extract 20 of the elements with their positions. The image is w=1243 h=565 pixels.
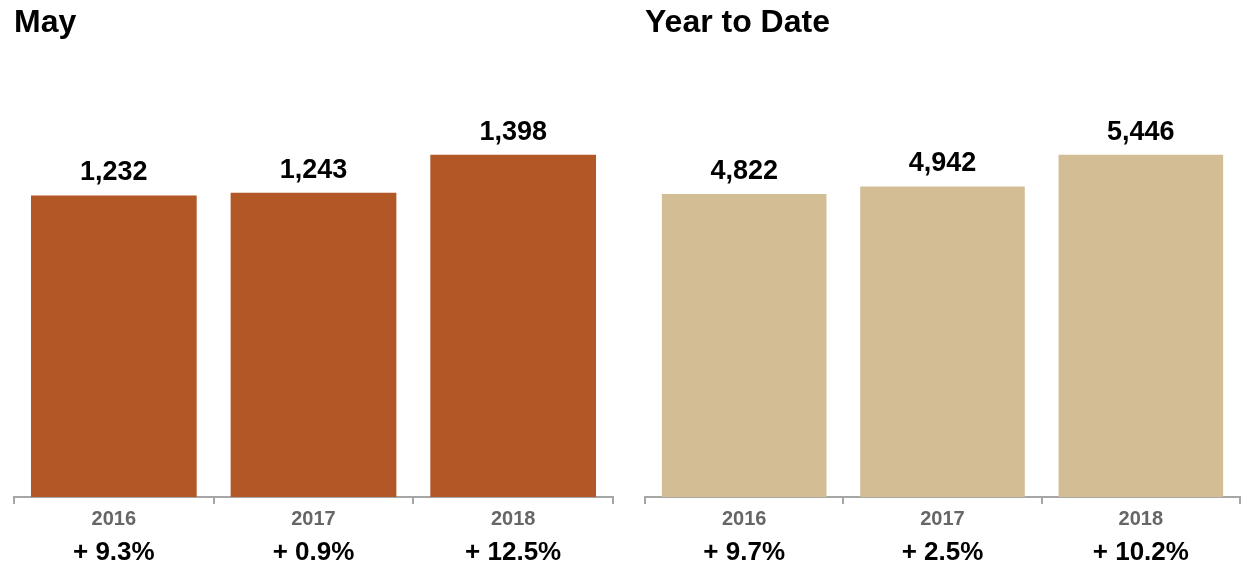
data-label: 5,446: [1107, 115, 1175, 146]
x-tick-label: 2017: [291, 506, 336, 529]
text: + 2.5%: [901, 536, 984, 565]
text: + 9.7%: [703, 536, 785, 565]
x-tick-label: 2017: [920, 506, 965, 529]
data-label: 4,822: [710, 155, 778, 185]
chart-title: May: [14, 3, 77, 40]
data-label: 4,942: [908, 147, 977, 178]
data-label: 1,243: [279, 153, 348, 184]
x-tick-label: 2018: [490, 506, 536, 529]
text: + 12.5%: [465, 536, 562, 565]
x-tick-label: 2016: [91, 506, 137, 529]
chart-title: Year to Date: [645, 3, 830, 40]
x-tick-label: 2018: [1118, 506, 1164, 529]
data-label: 1,232: [80, 156, 148, 187]
data-label: 1,398: [479, 115, 547, 146]
text: + 9.3%: [73, 536, 155, 565]
text: + 0.9%: [272, 536, 355, 565]
x-tick-label: 2016: [721, 506, 767, 529]
text: + 10.2%: [1092, 536, 1189, 565]
